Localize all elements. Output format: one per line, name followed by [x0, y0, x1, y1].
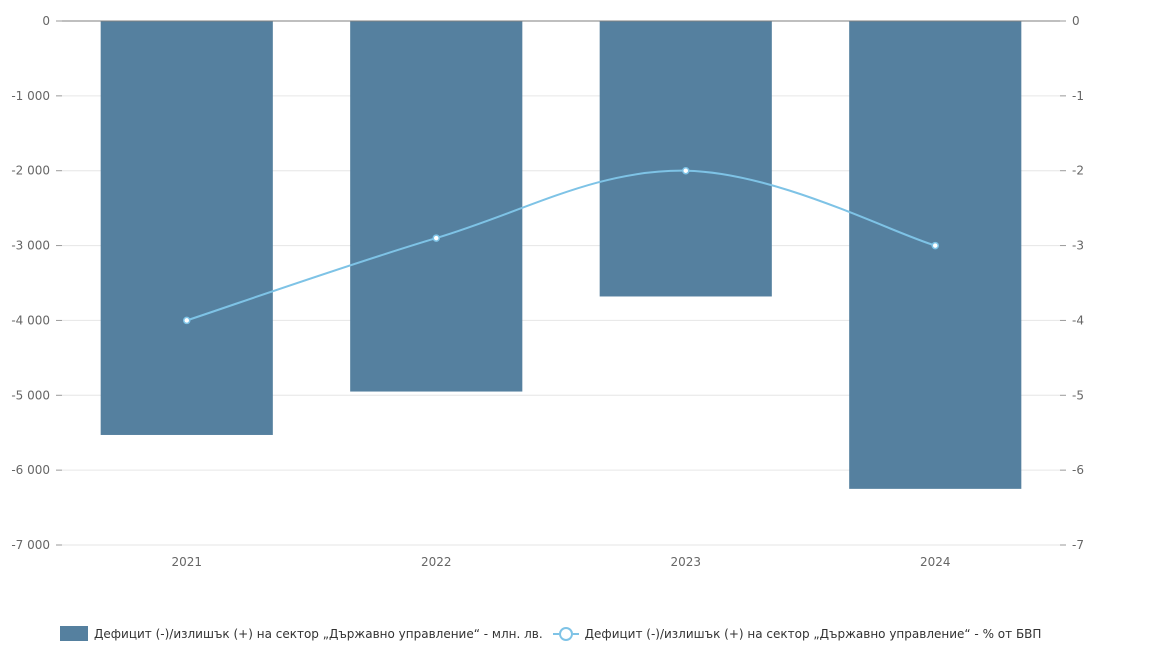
right-axis-tick-label: -2 — [1072, 164, 1084, 178]
x-axis-tick-label: 2023 — [670, 555, 701, 569]
tick-labels: 0 -1 000 -2 000 -3 000 -4 000 -5 000 -6 000 -7 … — [11, 14, 1084, 569]
right-axis-tick-label: -6 — [1072, 463, 1084, 477]
x-axis-tick-label: 2022 — [421, 555, 452, 569]
legend-bar-label: Дефицит (-)/излишък (+) на сектор „Държа… — [94, 626, 543, 641]
right-axis-tick-label: -3 — [1072, 239, 1084, 253]
left-axis-tick-label: -2 000 — [11, 164, 50, 178]
bar-series — [100, 21, 1022, 489]
legend-bar-swatch — [60, 626, 88, 641]
right-axis-tick-label: -5 — [1072, 388, 1084, 402]
right-axis-tick-label: -4 — [1072, 313, 1084, 327]
left-axis-tick-label: -6 000 — [11, 463, 50, 477]
line-series-path — [186, 169, 936, 322]
right-axis-tick-label: 0 — [1072, 14, 1080, 28]
left-axis-tick-label: -4 000 — [11, 313, 50, 327]
left-axis-tick-label: -1 000 — [11, 89, 50, 103]
legend-line-marker-icon — [552, 626, 579, 641]
line-point-2024 — [931, 241, 939, 250]
legend-item-line-series[interactable]: Дефицит (-)/излишък (+) на сектор „Държа… — [543, 626, 1042, 641]
line-series — [183, 166, 939, 325]
legend-item-bar-series[interactable]: Дефицит (-)/излишък (+) на сектор „Държа… — [60, 626, 543, 641]
left-axis-tick-label: 0 — [42, 14, 50, 28]
bar-2022 — [350, 21, 523, 392]
bar-2023 — [599, 21, 772, 297]
axes — [56, 20, 1066, 546]
right-axis-tick-label: -7 — [1072, 538, 1084, 552]
line-point-2021 — [183, 316, 191, 325]
x-axis-tick-label: 2021 — [171, 555, 202, 569]
chart-canvas: 0 -1 000 -2 000 -3 000 -4 000 -5 000 -6 000 -7 … — [11, 14, 1084, 569]
left-axis-tick-label: -3 000 — [11, 239, 50, 253]
right-axis-tick-label: -1 — [1072, 89, 1084, 103]
line-point-2022 — [432, 234, 440, 242]
line-point-2023 — [682, 166, 690, 175]
bar-2021 — [100, 21, 273, 435]
legend-line-label: Дефицит (-)/излишък (+) на сектор „Държа… — [584, 626, 1042, 641]
x-axis-tick-label: 2024 — [920, 555, 951, 569]
legend: Дефицит (-)/излишък (+) на сектор „Държа… — [60, 626, 1041, 641]
left-axis-tick-label: -5 000 — [11, 388, 50, 402]
left-axis-tick-label: -7 000 — [11, 538, 50, 552]
bar-2024 — [849, 21, 1022, 489]
